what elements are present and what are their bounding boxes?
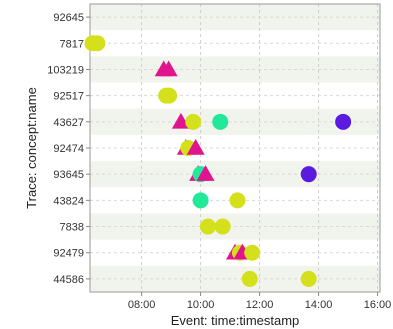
- y-tick-label: 93645: [53, 169, 84, 181]
- y-axis-ticks: 92645 7817 103219 92517 43627 92474 93645 43824…: [47, 12, 90, 286]
- circle-marker: [214, 218, 231, 235]
- triangle-marker: [186, 139, 205, 155]
- circle-marker: [300, 166, 317, 183]
- x-axis-ticks: 08:00 10:00 12:00 14:00 16:00: [128, 292, 391, 311]
- y-tick-label: 44586: [53, 274, 84, 286]
- y-tick-label: 92517: [53, 91, 84, 103]
- y-tick-label: 7838: [60, 222, 84, 234]
- circle-marker: [212, 113, 229, 130]
- triangle-marker: [196, 165, 215, 181]
- circle-marker: [300, 270, 317, 287]
- x-tick-label: 10:00: [187, 299, 215, 311]
- triangle-marker: [171, 112, 190, 129]
- circle-marker: [241, 270, 258, 287]
- circle-marker: [335, 113, 352, 130]
- x-tick-label: 08:00: [128, 299, 156, 311]
- y-tick-label: 7817: [60, 38, 84, 50]
- x-axis-title: Event: time:timestamp: [171, 313, 300, 328]
- circle-marker: [199, 218, 216, 235]
- y-axis-title: Trace: concept:name: [24, 87, 39, 209]
- circle-marker: [161, 87, 178, 104]
- y-tick-label: 43824: [53, 195, 84, 207]
- circle-marker: [229, 192, 246, 209]
- y-tick-label: 92474: [53, 143, 84, 155]
- y-tick-label: 43627: [53, 117, 84, 129]
- y-tick-label: 92645: [53, 12, 84, 24]
- y-tick-label: 103219: [47, 64, 84, 76]
- x-tick-label: 14:00: [305, 299, 333, 311]
- x-tick-label: 12:00: [246, 299, 274, 311]
- circle-marker: [185, 113, 202, 130]
- triangle-marker: [159, 60, 178, 77]
- data-markers: [84, 35, 352, 287]
- x-tick-label: 16:00: [364, 299, 392, 311]
- circle-marker: [244, 244, 261, 261]
- circle-marker: [192, 192, 209, 209]
- y-tick-label: 92479: [53, 248, 84, 260]
- circle-marker: [89, 35, 106, 52]
